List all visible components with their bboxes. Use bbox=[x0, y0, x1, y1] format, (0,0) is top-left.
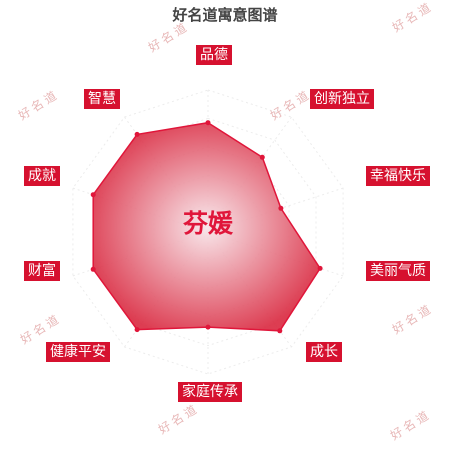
axis-label: 创新独立 bbox=[310, 89, 374, 109]
data-point bbox=[205, 324, 211, 330]
axis-label: 幸福快乐 bbox=[366, 166, 430, 186]
data-point bbox=[317, 265, 323, 271]
data-point bbox=[90, 192, 96, 198]
axis-label: 美丽气质 bbox=[366, 261, 430, 281]
data-point bbox=[90, 266, 96, 272]
axis-label: 品德 bbox=[196, 45, 232, 65]
axis-label: 智慧 bbox=[84, 89, 120, 109]
data-point bbox=[278, 205, 284, 211]
chart-title: 好名道寓意图谱 bbox=[172, 6, 278, 24]
data-point bbox=[134, 131, 140, 137]
axis-label: 财富 bbox=[24, 261, 60, 281]
axis-label: 家庭传承 bbox=[178, 382, 242, 402]
data-point bbox=[277, 328, 283, 334]
data-point bbox=[134, 327, 140, 333]
data-point bbox=[205, 120, 211, 126]
center-name: 芬媛 bbox=[182, 209, 233, 238]
radar-points bbox=[90, 120, 323, 334]
data-point bbox=[259, 154, 265, 160]
grid-ring bbox=[72, 89, 344, 375]
axis-label: 健康平安 bbox=[46, 342, 110, 362]
axis-label: 成长 bbox=[306, 342, 342, 362]
axis-label: 成就 bbox=[24, 166, 60, 186]
